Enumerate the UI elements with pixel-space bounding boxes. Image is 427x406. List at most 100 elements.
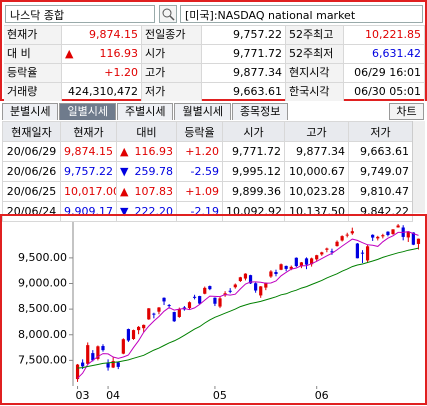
- summary-label: 현재가: [4, 25, 62, 44]
- candle-body: [304, 258, 309, 265]
- candle-body: [330, 251, 334, 253]
- moving-average-line: [77, 247, 419, 369]
- column-header: 등락율: [176, 121, 223, 142]
- candle-body: [254, 283, 258, 291]
- candle-body: [279, 264, 283, 270]
- candle-body: [350, 231, 354, 234]
- value-text: 6,631.42: [372, 47, 421, 60]
- summary-label: 52주최저: [286, 44, 344, 63]
- column-header: 시가: [222, 121, 285, 142]
- candle-body: [172, 312, 176, 322]
- candle-body: [325, 248, 329, 250]
- cell: ▲ 107.83: [116, 181, 177, 202]
- tab[interactable]: 일별시세: [59, 103, 116, 120]
- candle-body: [264, 282, 268, 288]
- change-value: 116.93: [134, 145, 174, 158]
- chart-button[interactable]: 차트: [389, 103, 424, 120]
- change-arrow: ▲: [120, 185, 129, 198]
- y-tick-label: 9,500.00: [18, 251, 67, 264]
- candle-body: [81, 362, 85, 367]
- column-header: 저가: [348, 121, 413, 142]
- summary-label: 거래량: [4, 82, 62, 101]
- cell: -2.59: [176, 161, 223, 182]
- candle-body: [233, 284, 237, 288]
- change: ▼ 259.78: [120, 165, 173, 178]
- data-row[interactable]: 20/06/25 10,017.00 ▲ 107.83 +1.09 9,899.36 10,…: [2, 181, 413, 202]
- summary-label: 전일종가: [142, 25, 202, 44]
- candle-body: [335, 241, 339, 247]
- search-icon: [162, 8, 175, 21]
- candle-body: [396, 225, 400, 228]
- cell: 9,899.36: [222, 181, 285, 202]
- change-arrow: ▲: [120, 145, 129, 158]
- candle-body: [111, 361, 115, 368]
- tab[interactable]: 종목정보: [231, 103, 289, 120]
- cell: +1.09: [176, 181, 223, 202]
- summary-value: +1.20: [62, 63, 142, 82]
- tab[interactable]: 월별시세: [174, 103, 231, 120]
- column-header: 현재가: [60, 121, 117, 142]
- candle-body: [274, 272, 278, 275]
- cell: 20/06/26: [2, 161, 61, 182]
- candle-body: [187, 302, 192, 309]
- candle-body: [75, 364, 80, 380]
- column-header: 현재일자: [2, 121, 61, 142]
- candle-body: [320, 252, 324, 255]
- summary-label: 현지시각: [286, 63, 344, 82]
- y-tick-label: 9,000.00: [18, 277, 67, 290]
- candle-body: [269, 271, 273, 277]
- value-text: 116.93: [99, 47, 139, 60]
- chart-panel: 7,500.00 8,000.00 8,500.00 9,000.00 9,500.00…: [0, 214, 427, 405]
- scrollbar[interactable]: [412, 121, 425, 213]
- candle-body: [137, 326, 141, 331]
- candle-body: [228, 290, 232, 292]
- summary-value: 9,663.61: [202, 82, 286, 101]
- summary-value: 424,310,472: [62, 82, 142, 101]
- summary-label: 등락율: [4, 63, 62, 82]
- candle-body: [238, 277, 242, 282]
- candle-body: [294, 257, 298, 267]
- data-row[interactable]: 20/06/26 9,757.22 ▼ 259.78 -2.59 9,995.12 10,0…: [2, 161, 413, 182]
- summary-value: 6,631.42: [344, 44, 425, 63]
- market-label: [미국]:NASDAQ national market: [180, 5, 423, 23]
- summary-value: 10,221.85: [344, 25, 425, 44]
- x-tick-label: 05: [213, 389, 227, 402]
- candle-body: [152, 313, 156, 315]
- change-value: 259.78: [134, 165, 174, 178]
- candle-body: [157, 307, 161, 312]
- cell: 9,771.72: [222, 141, 285, 162]
- tab[interactable]: 분별시세: [2, 103, 59, 120]
- column-header: 대비: [116, 121, 177, 142]
- candle-body: [121, 339, 125, 354]
- value-text: 06/30 05:01: [354, 85, 421, 98]
- x-tick-label: 04: [106, 389, 120, 402]
- header-row: 현재일자 현재가 대비 등락율 시가 고가 저가: [2, 121, 413, 142]
- candle-body: [198, 296, 202, 304]
- cell: 9,810.47: [348, 181, 413, 202]
- candle-body: [131, 330, 136, 340]
- tab[interactable]: 주별시세: [116, 103, 174, 120]
- cell: 9,749.07: [348, 161, 413, 182]
- candle-body: [391, 229, 395, 234]
- y-tick-label: 8,000.00: [18, 328, 67, 341]
- symbol-selector[interactable]: 나스닥 종합: [5, 5, 155, 23]
- x-tick-label: 03: [76, 389, 90, 402]
- summary-value: 9,757.22: [202, 25, 286, 44]
- candle-body: [218, 298, 222, 307]
- candle-body: [355, 243, 359, 259]
- search-button[interactable]: [159, 5, 177, 23]
- chart: 7,500.00 8,000.00 8,500.00 9,000.00 9,500.00…: [18, 222, 421, 402]
- candle-body: [101, 346, 105, 351]
- candle-body: [289, 266, 293, 269]
- cell: 10,000.67: [284, 161, 349, 182]
- candle-body: [91, 353, 95, 361]
- tab-bar: 분별시세 일별시세 주별시세 월별시세 종목정보: [2, 103, 425, 120]
- change-arrow: ▼: [120, 165, 129, 178]
- data-row[interactable]: 20/06/29 9,874.15 ▲ 116.93 +1.20 9,771.72 9,87…: [2, 141, 413, 162]
- candle-body: [416, 238, 421, 244]
- cell: 10,017.00: [60, 181, 117, 202]
- summary-label: 52주최고: [286, 25, 344, 44]
- summary-value: 06/29 16:01: [344, 63, 425, 82]
- candle-body: [208, 286, 212, 290]
- candle-body: [126, 329, 131, 341]
